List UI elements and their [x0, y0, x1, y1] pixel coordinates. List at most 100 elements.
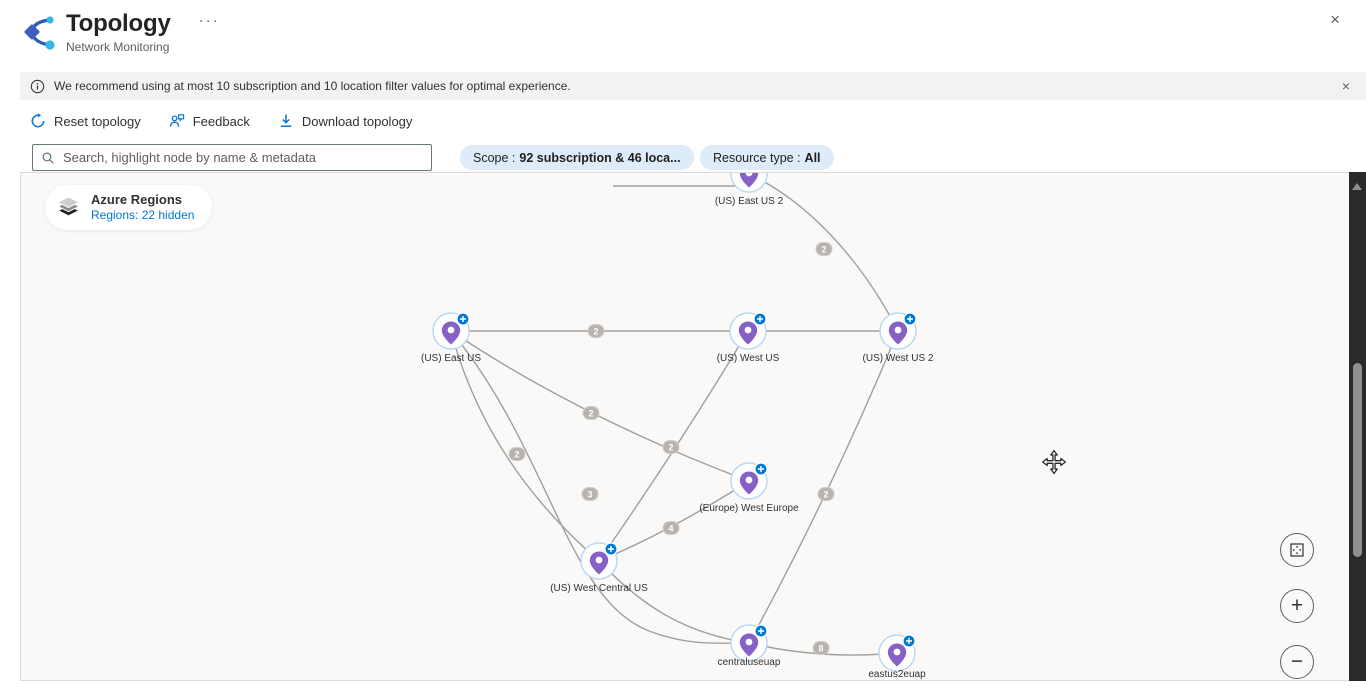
region-node-label: (US) East US — [421, 353, 481, 364]
svg-text:4: 4 — [668, 523, 673, 533]
expand-plus-badge[interactable] — [754, 624, 768, 638]
svg-text:2: 2 — [821, 244, 826, 254]
region-node-label: (US) East US 2 — [715, 196, 784, 207]
topology-svg: 2 2 2 2 3 2 4 2 8 (US) East US 2 (US) East US (US) … — [421, 173, 934, 680]
banner-dismiss-icon[interactable]: × — [1341, 78, 1350, 94]
edge-count-badge-east-us-west-central-us[interactable]: 2 — [508, 447, 526, 461]
svg-text:2: 2 — [823, 489, 828, 499]
region-node-centraluseuap[interactable]: centraluseuap — [718, 624, 781, 668]
resource-type-label: Resource type : — [713, 150, 801, 165]
download-topology-button[interactable]: Download topology — [278, 113, 413, 129]
search-box[interactable] — [32, 144, 432, 171]
scope-filter-value: 92 subscription & 46 loca... — [519, 150, 681, 165]
resource-type-value: All — [804, 150, 821, 165]
feedback-icon — [169, 114, 184, 127]
reset-topology-button[interactable]: Reset topology — [30, 113, 141, 129]
region-node-label: (US) West US — [717, 353, 780, 364]
edge-east-us-2-west-us-2 — [748, 173, 899, 332]
location-pin-icon — [441, 321, 461, 345]
edge-count-badge-west-us-2-centraluseuap[interactable]: 2 — [817, 487, 835, 501]
edge-count-badge-east-us-2-west-us-2[interactable]: 2 — [815, 242, 833, 256]
edge-east-us-west-central-us — [450, 330, 600, 562]
edge-count-badge-east-us-west-us[interactable]: 2 — [587, 324, 605, 338]
reset-topology-label: Reset topology — [54, 113, 141, 129]
move-cursor-icon — [1041, 449, 1067, 475]
edge-east-us-centraluseuap — [450, 330, 750, 644]
feedback-button[interactable]: Feedback — [169, 113, 250, 129]
resource-type-filter-pill[interactable]: Resource type : All — [700, 145, 834, 170]
region-node-east-us[interactable]: (US) East US — [421, 312, 481, 364]
feedback-label: Feedback — [192, 113, 250, 129]
edge-count-badge-west-europe-west-central-us[interactable]: 4 — [662, 521, 680, 535]
legend-title: Azure Regions — [91, 192, 183, 207]
location-pin-icon — [738, 321, 758, 345]
location-pin-icon — [739, 471, 759, 495]
expand-plus-badge[interactable] — [753, 312, 767, 326]
info-banner: We recommend using at most 10 subscripti… — [20, 72, 1366, 100]
topology-app-icon — [24, 16, 55, 50]
search-icon — [42, 151, 54, 164]
download-topology-label: Download topology — [301, 113, 413, 129]
more-options-icon[interactable]: ··· — [198, 12, 220, 29]
svg-text:2: 2 — [514, 449, 519, 459]
scrollbar-thumb[interactable] — [1353, 363, 1362, 557]
scope-filter-pill[interactable]: Scope : 92 subscription & 46 loca... — [460, 145, 694, 170]
svg-text:8: 8 — [818, 643, 823, 653]
svg-text:3: 3 — [587, 489, 592, 499]
edge-west-europe-west-central-us — [598, 480, 750, 562]
region-node-label: (US) West US 2 — [863, 353, 934, 364]
topology-canvas[interactable]: 2 2 2 2 3 2 4 2 8 (US) East US 2 (US) East US (US) … — [20, 172, 1349, 681]
location-pin-icon — [739, 633, 759, 657]
scroll-up-arrow-icon[interactable] — [1352, 183, 1362, 190]
toolbar: Reset topology Feedback Download topolog… — [30, 108, 412, 134]
region-node-west-europe[interactable]: (Europe) West Europe — [699, 462, 799, 514]
vertical-scrollbar[interactable] — [1349, 172, 1366, 681]
region-node-west-central-us[interactable]: (US) West Central US — [550, 542, 648, 594]
region-node-label: (US) West Central US — [550, 583, 648, 594]
svg-text:2: 2 — [668, 442, 673, 452]
svg-text:2: 2 — [588, 408, 593, 418]
location-pin-icon — [887, 643, 907, 667]
svg-text:2: 2 — [593, 326, 598, 336]
expand-plus-badge[interactable] — [902, 634, 916, 648]
region-node-west-us-2[interactable]: (US) West US 2 — [863, 312, 934, 364]
banner-text: We recommend using at most 10 subscripti… — [54, 79, 571, 93]
expand-plus-badge[interactable] — [754, 462, 768, 476]
location-pin-icon — [739, 173, 759, 188]
page-subtitle: Network Monitoring — [66, 40, 170, 54]
fit-to-screen-icon — [1290, 543, 1304, 557]
edge-count-badge-centraluseuap-eastus2euap[interactable]: 8 — [812, 641, 830, 655]
regions-hidden-link[interactable]: Regions: 22 hidden — [91, 208, 195, 222]
edge-count-badge-east-us-west-europe[interactable]: 2 — [582, 406, 600, 420]
edge-west-central-us-centraluseuap — [598, 560, 750, 644]
expand-plus-badge[interactable] — [903, 312, 917, 326]
header: Topology ··· Network Monitoring × — [0, 0, 1366, 64]
close-blade-icon[interactable]: × — [1330, 10, 1340, 29]
fit-to-screen-button[interactable] — [1280, 533, 1314, 567]
region-node-east-us-2[interactable]: (US) East US 2 — [715, 173, 784, 207]
region-node-label: centraluseuap — [718, 657, 781, 668]
edge-west-us-2-centraluseuap — [748, 330, 899, 644]
refresh-icon — [31, 113, 45, 128]
search-input[interactable] — [63, 150, 423, 165]
location-pin-icon — [888, 321, 908, 345]
edge-east-us-west-europe — [450, 330, 750, 482]
azure-regions-legend[interactable]: Azure Regions Regions: 22 hidden — [45, 185, 213, 230]
region-node-eastus2euap[interactable]: eastus2euap — [868, 634, 926, 680]
layers-icon — [56, 196, 81, 217]
region-node-label: (Europe) West Europe — [699, 503, 799, 514]
zoom-in-button[interactable]: + — [1280, 589, 1314, 623]
edge-count-badge-east-us-centraluseuap[interactable]: 3 — [581, 487, 599, 501]
edge-count-badge-west-us-west-central-us[interactable]: 2 — [662, 440, 680, 454]
page-title: Topology — [66, 10, 171, 37]
scope-filter-label: Scope : — [473, 150, 516, 165]
zoom-out-button[interactable]: − — [1280, 645, 1314, 679]
region-node-west-us[interactable]: (US) West US — [717, 312, 780, 364]
expand-plus-badge[interactable] — [456, 312, 470, 326]
info-icon — [30, 79, 45, 93]
expand-plus-badge[interactable] — [604, 542, 618, 556]
location-pin-icon — [589, 551, 609, 575]
download-icon — [280, 114, 292, 127]
region-node-label: eastus2euap — [868, 669, 926, 680]
